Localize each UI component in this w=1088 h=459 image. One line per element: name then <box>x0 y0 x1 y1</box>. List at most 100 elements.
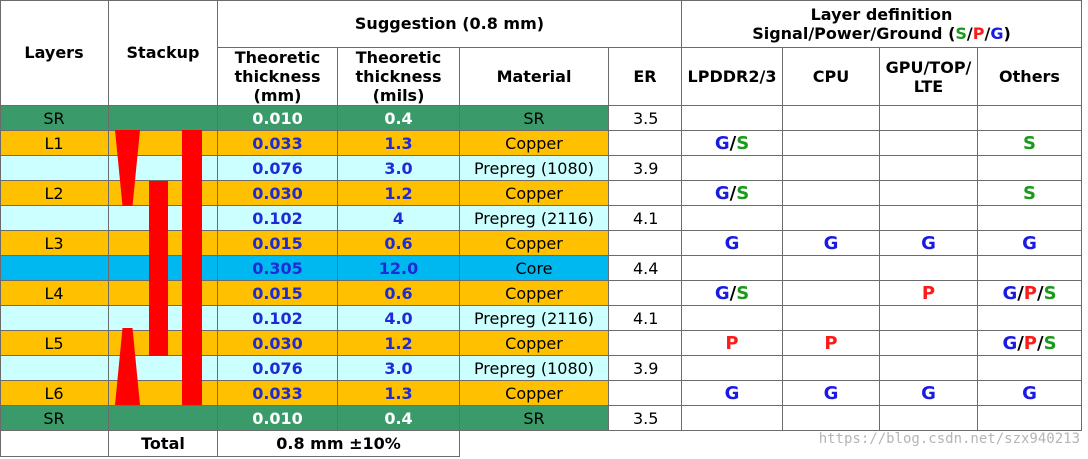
er-cell <box>609 231 682 256</box>
lpddr-definition-cell <box>682 256 783 281</box>
thickness-mm-cell: 0.030 <box>218 331 338 356</box>
others-definition-cell <box>978 206 1082 231</box>
thickness-mils-line-3: (mils) <box>372 86 425 105</box>
def-char: S <box>736 132 750 154</box>
def-char: P <box>824 332 838 354</box>
lpddr-definition-cell: G / S <box>682 181 783 206</box>
thickness-mm-cell: 0.076 <box>218 356 338 381</box>
stackup-cell <box>109 406 218 431</box>
def-char: S <box>1023 182 1036 204</box>
cpu-definition-cell <box>783 106 880 131</box>
def-char: G <box>823 232 839 254</box>
lpddr-definition-cell <box>682 306 783 331</box>
lpddr-definition-cell: G / S <box>682 281 783 306</box>
thickness-mm-cell: 0.102 <box>218 306 338 331</box>
others-definition-cell: S <box>978 131 1082 156</box>
def-char: P <box>921 282 936 304</box>
thickness-mils-cell: 3.0 <box>338 156 460 181</box>
thickness-mils-cell: 4 <box>338 206 460 231</box>
gpu-definition-cell <box>880 206 978 231</box>
layer-name-cell <box>0 256 109 281</box>
def-char: S <box>1043 282 1057 304</box>
def-char: S <box>736 182 750 204</box>
layer-name-cell <box>0 206 109 231</box>
material-cell: Copper <box>460 381 609 406</box>
material-cell: Copper <box>460 331 609 356</box>
er-cell: 3.5 <box>609 406 682 431</box>
others-definition-cell <box>978 356 1082 381</box>
gpu-definition-cell <box>880 131 978 156</box>
gpu-definition-cell <box>880 306 978 331</box>
thickness-mm-line-2: thickness <box>234 67 321 86</box>
lpddr-definition-cell: G / S <box>682 131 783 156</box>
cpu-header: CPU <box>783 48 880 106</box>
def-char: G <box>823 382 839 404</box>
def-char: / <box>1017 332 1024 354</box>
layer-definition-legend: Signal/Power/Ground (S/P/G) <box>752 24 1011 43</box>
cpu-definition-cell <box>783 406 880 431</box>
thickness-mm-cell: 0.033 <box>218 381 338 406</box>
def-char: / <box>1017 282 1024 304</box>
def-char: P <box>725 332 739 354</box>
def-char: G <box>714 282 730 304</box>
def-char: G <box>714 132 730 154</box>
material-cell: Prepreg (2116) <box>460 306 609 331</box>
cpu-definition-cell <box>783 256 880 281</box>
er-cell <box>609 181 682 206</box>
def-char: / <box>1037 282 1044 304</box>
thickness-mm-cell: 0.033 <box>218 131 338 156</box>
thickness-mm-cell: 0.015 <box>218 231 338 256</box>
material-cell: SR <box>460 106 609 131</box>
def-char: G <box>1022 382 1037 404</box>
total-label: Total <box>109 431 218 457</box>
er-cell: 4.1 <box>609 306 682 331</box>
material-cell: Copper <box>460 231 609 256</box>
layers-header: Layers <box>0 0 109 106</box>
legend-slash-2: / <box>984 23 991 43</box>
thickness-mils-cell: 1.2 <box>338 331 460 356</box>
def-char: S <box>736 282 750 304</box>
thickness-mils-cell: 4.0 <box>338 306 460 331</box>
gpu-definition-cell: P <box>880 281 978 306</box>
layer-name-cell: SR <box>0 106 109 131</box>
thickness-mils-cell: 0.4 <box>338 106 460 131</box>
def-char: P <box>1023 332 1037 354</box>
gpu-definition-cell <box>880 106 978 131</box>
legend-suffix: ) <box>1003 23 1011 43</box>
others-definition-cell <box>978 256 1082 281</box>
er-cell: 4.1 <box>609 206 682 231</box>
def-char: G <box>724 382 740 404</box>
material-cell: Prepreg (1080) <box>460 356 609 381</box>
layer-name-cell: L6 <box>0 381 109 406</box>
def-char: G <box>921 232 936 254</box>
cpu-definition-cell <box>783 206 880 231</box>
gpu-definition-cell <box>880 256 978 281</box>
thickness-mm-cell: 0.010 <box>218 106 338 131</box>
layer-name-cell <box>0 306 109 331</box>
thickness-mils-cell: 1.3 <box>338 131 460 156</box>
thickness-mm-cell: 0.076 <box>218 156 338 181</box>
thickness-mm-line-3: (mm) <box>253 86 302 105</box>
gpu-header-line-1: GPU/TOP/ <box>885 57 972 77</box>
layer-definition-title: Layer definition <box>810 4 953 24</box>
thickness-mils-line-1: Theoretic <box>355 48 442 67</box>
layer-name-cell: L5 <box>0 331 109 356</box>
def-char: S <box>1043 332 1057 354</box>
def-char: G <box>714 182 730 204</box>
thickness-mils-cell: 12.0 <box>338 256 460 281</box>
others-definition-cell: G / P / S <box>978 281 1082 306</box>
others-definition-cell <box>978 406 1082 431</box>
cpu-definition-cell <box>783 181 880 206</box>
gpu-definition-cell <box>880 331 978 356</box>
legend-power: P <box>972 23 985 43</box>
er-cell <box>609 131 682 156</box>
def-char: G <box>1022 232 1037 254</box>
material-cell: Copper <box>460 181 609 206</box>
stackup-through-bar <box>182 130 202 405</box>
def-char: / <box>729 132 737 154</box>
cpu-definition-cell <box>783 306 880 331</box>
gpu-definition-cell: G <box>880 381 978 406</box>
def-char: S <box>1023 132 1036 154</box>
layer-name-cell <box>0 356 109 381</box>
thickness-mm-cell: 0.010 <box>218 406 338 431</box>
